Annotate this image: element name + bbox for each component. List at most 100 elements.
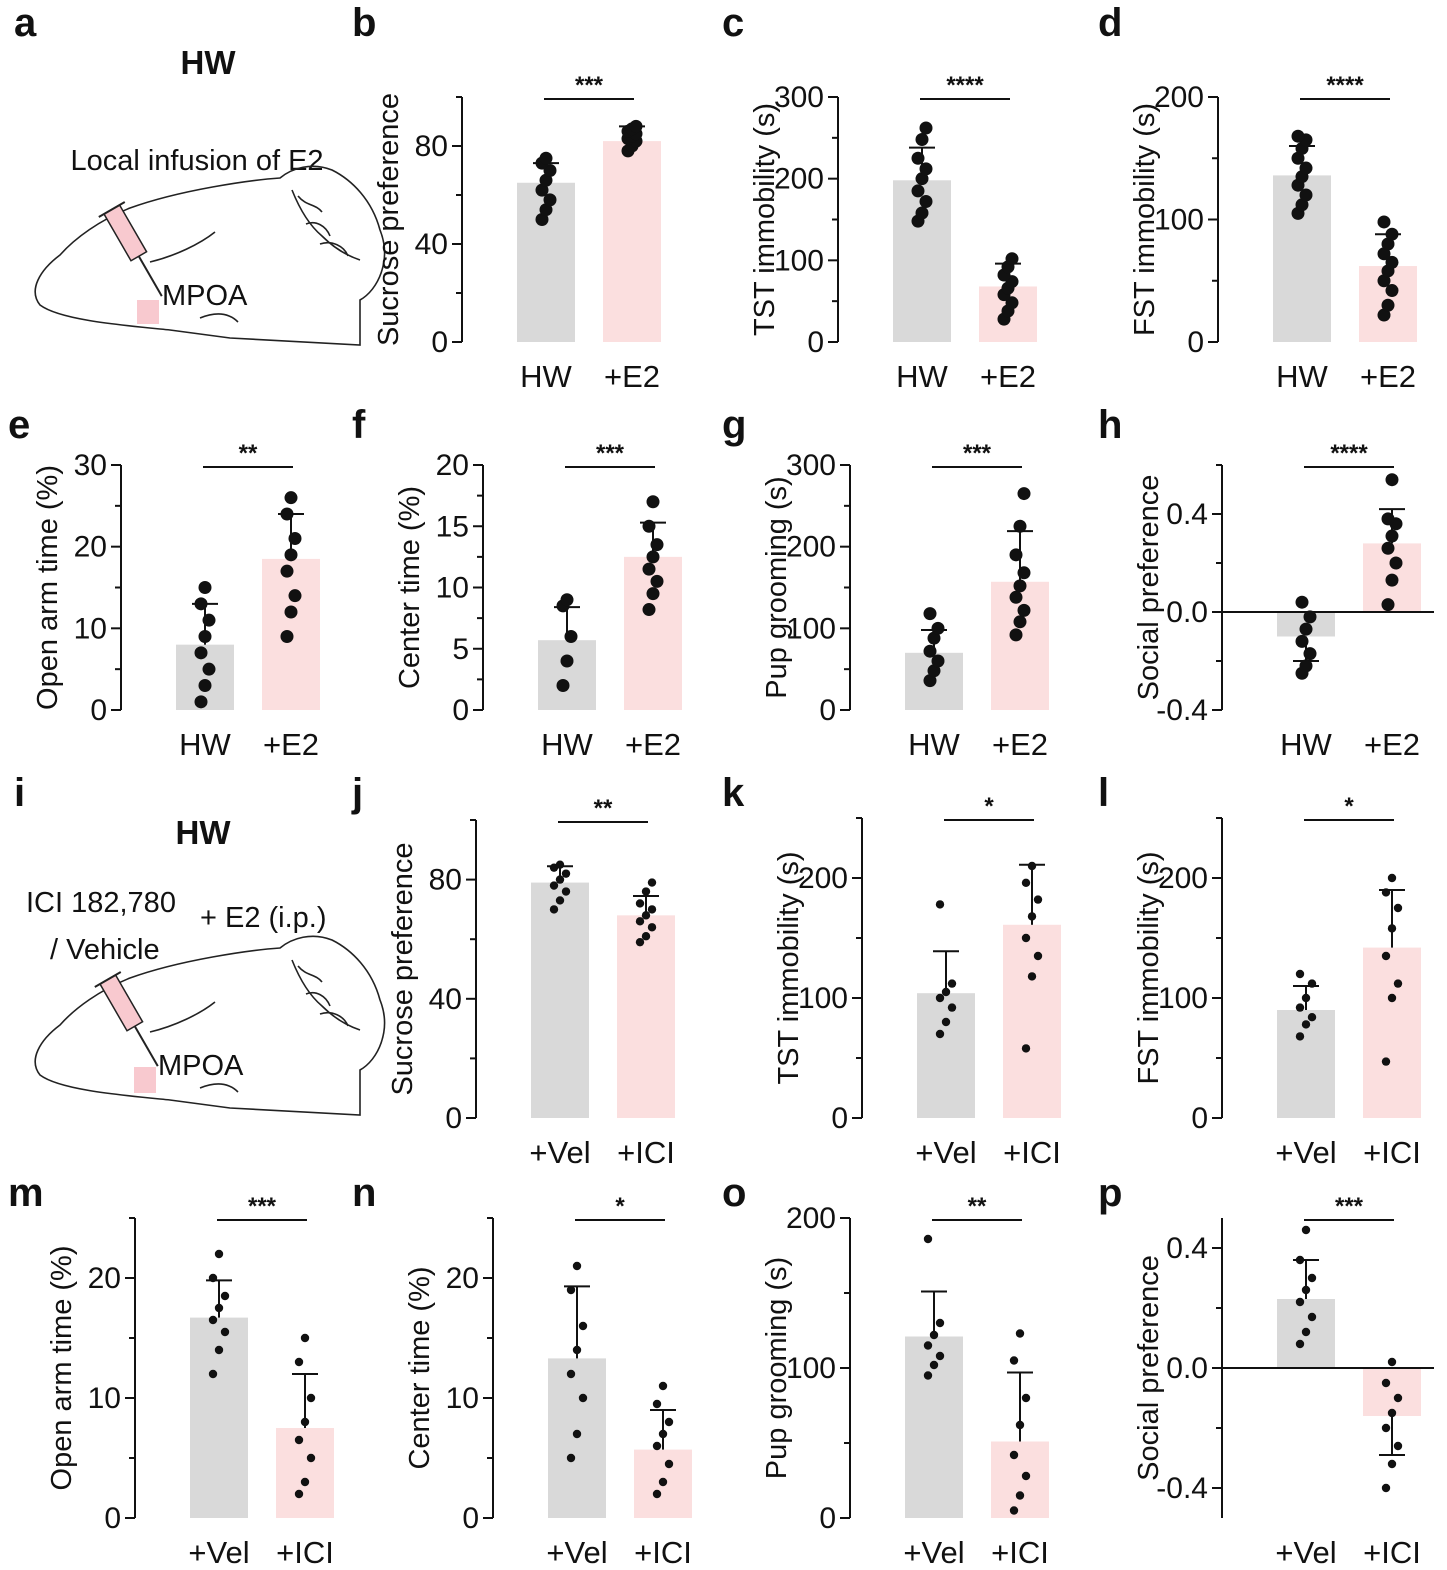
data-point	[194, 695, 208, 709]
data-point	[642, 562, 656, 576]
data-point	[919, 195, 933, 209]
y-axis-label: TST immobility (s)	[749, 103, 781, 336]
x-category-label: +E2	[992, 727, 1048, 762]
data-point	[1017, 566, 1031, 580]
data-point	[927, 631, 941, 645]
data-point	[1009, 1506, 1019, 1515]
y-tick-label: 10	[74, 612, 107, 645]
data-point	[564, 630, 578, 643]
data-point	[539, 173, 553, 187]
x-category-label: +ICI	[617, 1135, 675, 1170]
bar-treatment	[991, 581, 1049, 710]
data-point	[1387, 1459, 1397, 1469]
data-point	[300, 1417, 310, 1427]
data-point	[635, 917, 645, 926]
schematic-a: a HW Local infusion of E2 MPOA	[14, 1, 386, 346]
data-point	[539, 151, 553, 165]
y-tick-label: 300	[774, 81, 824, 114]
significance-label: ***	[575, 72, 604, 99]
data-point	[650, 538, 664, 552]
data-point	[1299, 659, 1313, 673]
data-point	[1381, 888, 1391, 897]
y-tick-label: 10	[88, 1382, 121, 1415]
y-axis-label: Pup grooming (s)	[761, 1257, 793, 1479]
y-tick-label: 20	[446, 1262, 479, 1295]
data-point	[923, 644, 937, 658]
significance-label: ***	[1335, 1193, 1364, 1220]
significance-label: *	[984, 793, 994, 820]
data-point	[560, 654, 574, 668]
y-tick-label: 0.4	[1166, 1232, 1208, 1265]
data-point	[1299, 188, 1313, 202]
data-point	[1301, 1020, 1311, 1029]
data-point	[642, 603, 656, 617]
x-category-label: +Vel	[1275, 1535, 1336, 1570]
data-point	[935, 1318, 945, 1328]
data-point	[555, 896, 565, 905]
data-point	[646, 495, 660, 509]
syringe-icon	[94, 971, 159, 1067]
data-point	[194, 646, 208, 660]
data-point	[1295, 1297, 1305, 1307]
y-tick-label: 80	[429, 864, 462, 897]
x-category-label: +E2	[1360, 359, 1416, 394]
data-point	[1393, 1441, 1403, 1451]
data-point	[652, 1441, 662, 1451]
x-category-label: +ICI	[1363, 1135, 1421, 1170]
bar-treatment	[991, 1441, 1049, 1518]
data-point	[1295, 1255, 1305, 1265]
data-point	[1387, 1357, 1397, 1367]
significance-label: ****	[1326, 72, 1364, 99]
data-point	[923, 1341, 933, 1350]
data-point	[284, 548, 298, 562]
data-point	[561, 869, 571, 878]
data-point	[549, 905, 559, 914]
data-point	[578, 1393, 588, 1403]
data-point	[1381, 598, 1395, 612]
data-point	[566, 1285, 576, 1295]
data-point	[1381, 1378, 1391, 1388]
bar-treatment	[1363, 1368, 1421, 1416]
x-category-label: +Vel	[1275, 1135, 1336, 1170]
panel-letter-i: i	[14, 771, 25, 815]
data-point	[1381, 1057, 1391, 1066]
data-point	[923, 1371, 933, 1380]
data-point	[923, 674, 937, 688]
y-axis-label: FST immobility (s)	[1129, 103, 1161, 336]
y-axis-label: Social preference	[1133, 1255, 1165, 1481]
x-category-label: +Vel	[546, 1535, 607, 1570]
significance-label: *	[1344, 793, 1354, 820]
significance-label: **	[968, 1193, 987, 1220]
data-point	[1381, 1423, 1391, 1433]
data-point	[1387, 993, 1397, 1003]
y-axis-label: Sucrose preference	[373, 93, 405, 346]
data-point	[1307, 1312, 1317, 1322]
y-tick-label: 0	[462, 1502, 479, 1535]
schematic-a-region-label: MPOA	[162, 280, 248, 312]
data-point	[642, 519, 656, 533]
data-point	[935, 993, 945, 1003]
significance-label: **	[239, 440, 258, 467]
data-point	[658, 1429, 668, 1439]
data-point	[1307, 1013, 1317, 1022]
data-point	[556, 679, 570, 692]
panel-letter-e: e	[8, 403, 30, 447]
data-point	[641, 932, 651, 941]
data-point	[1381, 1483, 1391, 1493]
y-tick-label: 0	[431, 326, 448, 359]
data-point	[288, 589, 302, 603]
data-point	[1295, 969, 1305, 979]
data-point	[1021, 1044, 1031, 1053]
y-tick-label: 0	[1187, 326, 1204, 359]
y-tick-label: 100	[1158, 982, 1208, 1015]
data-point	[919, 162, 933, 176]
y-tick-label: 200	[1158, 862, 1208, 895]
data-point	[664, 1417, 674, 1427]
y-tick-label: 40	[429, 983, 462, 1016]
data-point	[1301, 1225, 1311, 1235]
bar-treatment	[1363, 947, 1421, 1118]
